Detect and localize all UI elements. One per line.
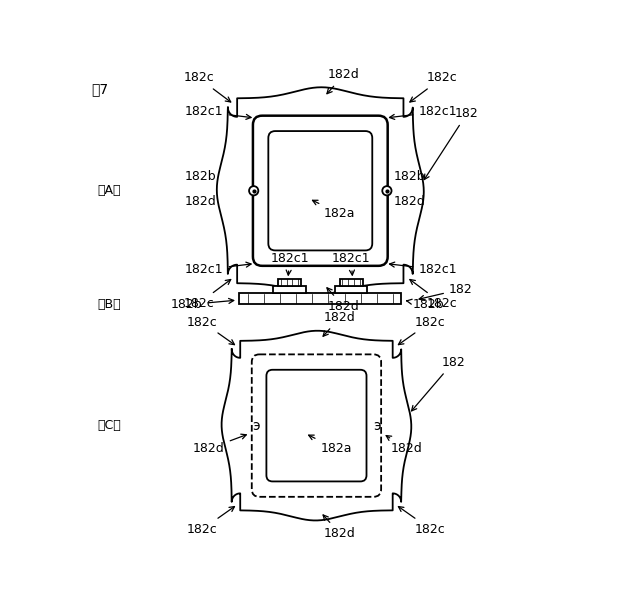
Circle shape [249, 186, 259, 195]
Text: 182c1: 182c1 [390, 105, 457, 120]
Text: 182b: 182b [406, 298, 444, 311]
Text: 182d: 182d [386, 436, 422, 455]
Text: 182d: 182d [394, 195, 426, 208]
Text: 182c1: 182c1 [332, 252, 371, 275]
Circle shape [382, 186, 392, 195]
Text: （A）: （A） [97, 184, 120, 198]
Bar [340, 279, 363, 286]
Text: 182c: 182c [399, 315, 446, 345]
Text: 182d: 182d [193, 434, 246, 455]
Text: 182c: 182c [410, 71, 458, 102]
Text: （B）: （B） [97, 298, 120, 311]
Text: 182a: 182a [312, 201, 356, 220]
Text: э: э [252, 419, 259, 433]
Text: 182: 182 [412, 356, 465, 411]
Text: 182: 182 [424, 107, 479, 180]
Bar [273, 286, 306, 293]
Bar [335, 286, 367, 293]
Text: 182d: 182d [323, 311, 356, 336]
Text: 182c: 182c [183, 280, 231, 310]
Text: 182b: 182b [171, 298, 234, 311]
Text: э: э [374, 419, 381, 433]
Text: 図7: 図7 [91, 82, 108, 96]
Text: 182c: 182c [410, 280, 458, 310]
Text: 182a: 182a [308, 435, 352, 455]
Bar [278, 279, 301, 286]
Text: 182d: 182d [327, 68, 360, 93]
Text: 182c: 182c [399, 506, 446, 536]
Text: 182c1: 182c1 [185, 105, 251, 120]
Text: 182c: 182c [187, 315, 234, 345]
Text: 182c1: 182c1 [390, 262, 457, 276]
Text: 182b: 182b [394, 170, 426, 183]
Text: 182c1: 182c1 [185, 262, 251, 276]
Text: 182c: 182c [187, 506, 234, 536]
Text: 182c: 182c [183, 71, 231, 102]
Text: 182: 182 [419, 283, 473, 300]
Text: 182d: 182d [184, 195, 216, 208]
Text: 182d: 182d [323, 515, 356, 540]
Text: 182b: 182b [184, 170, 216, 183]
Text: 182c1: 182c1 [270, 252, 309, 275]
Bar [239, 293, 401, 304]
Text: （C）: （C） [97, 419, 121, 432]
Text: 182d: 182d [327, 288, 360, 313]
